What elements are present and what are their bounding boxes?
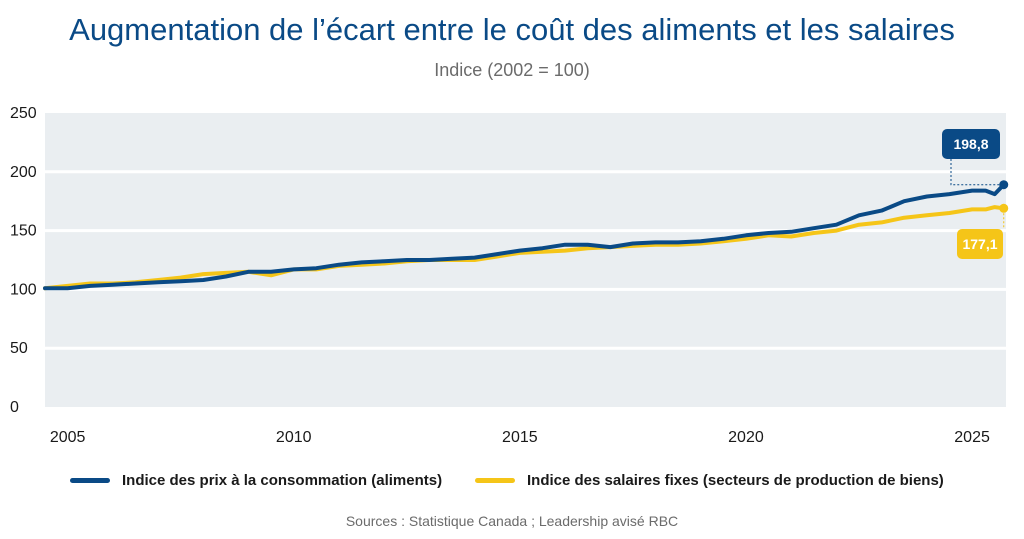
- gridlines: [45, 170, 1006, 350]
- y-tick-label: 100: [10, 281, 37, 298]
- chart-title: Augmentation de l’écart entre le coût de…: [69, 12, 955, 47]
- chart-subtitle: Indice (2002 = 100): [434, 60, 590, 80]
- y-axis-ticks: 250 200 150 100 50 0: [10, 105, 37, 416]
- value-badge-food-cpi: [942, 129, 1000, 159]
- y-tick-label: 50: [10, 340, 28, 357]
- value-label-wages: 177,1: [962, 236, 997, 252]
- legend-item-wages: Indice des salaires fixes (secteurs de p…: [475, 472, 944, 489]
- x-tick-label: 2020: [728, 429, 764, 446]
- x-tick-label: 2010: [276, 429, 312, 446]
- legend-swatch-wages: [475, 478, 515, 483]
- y-tick-label: 0: [10, 399, 19, 416]
- legend-label-food-cpi: Indice des prix à la consommation (alime…: [122, 472, 443, 489]
- y-tick-label: 200: [10, 164, 37, 181]
- end-point-wages: [999, 203, 1009, 213]
- source-note: Sources : Statistique Canada ; Leadershi…: [345, 513, 679, 529]
- leader-line-food-cpi: [950, 159, 1004, 186]
- legend-item-food-cpi: Indice des prix à la consommation (alime…: [70, 472, 442, 489]
- series-line-wages: [43, 205, 1006, 291]
- y-tick-label: 150: [10, 223, 37, 240]
- end-annotations: 198,8 177,1: [942, 129, 1005, 259]
- x-tick-label: 2005: [50, 429, 86, 446]
- end-point-food-cpi: [999, 180, 1009, 190]
- series-line-food-cpi: [43, 182, 1006, 291]
- series-lines: [43, 180, 1009, 291]
- legend-swatch-food-cpi: [70, 478, 110, 483]
- x-tick-label: 2025: [954, 429, 990, 446]
- legend-label-wages: Indice des salaires fixes (secteurs de p…: [527, 472, 944, 489]
- value-label-food-cpi: 198,8: [953, 136, 988, 152]
- x-axis-ticks: 2005 2010 2015 2020 2025: [50, 429, 990, 446]
- plot-area: [45, 113, 1006, 407]
- x-tick-label: 2015: [502, 429, 538, 446]
- y-tick-label: 250: [10, 105, 37, 122]
- value-badge-wages: [957, 229, 1003, 259]
- legend: Indice des prix à la consommation (alime…: [70, 472, 970, 496]
